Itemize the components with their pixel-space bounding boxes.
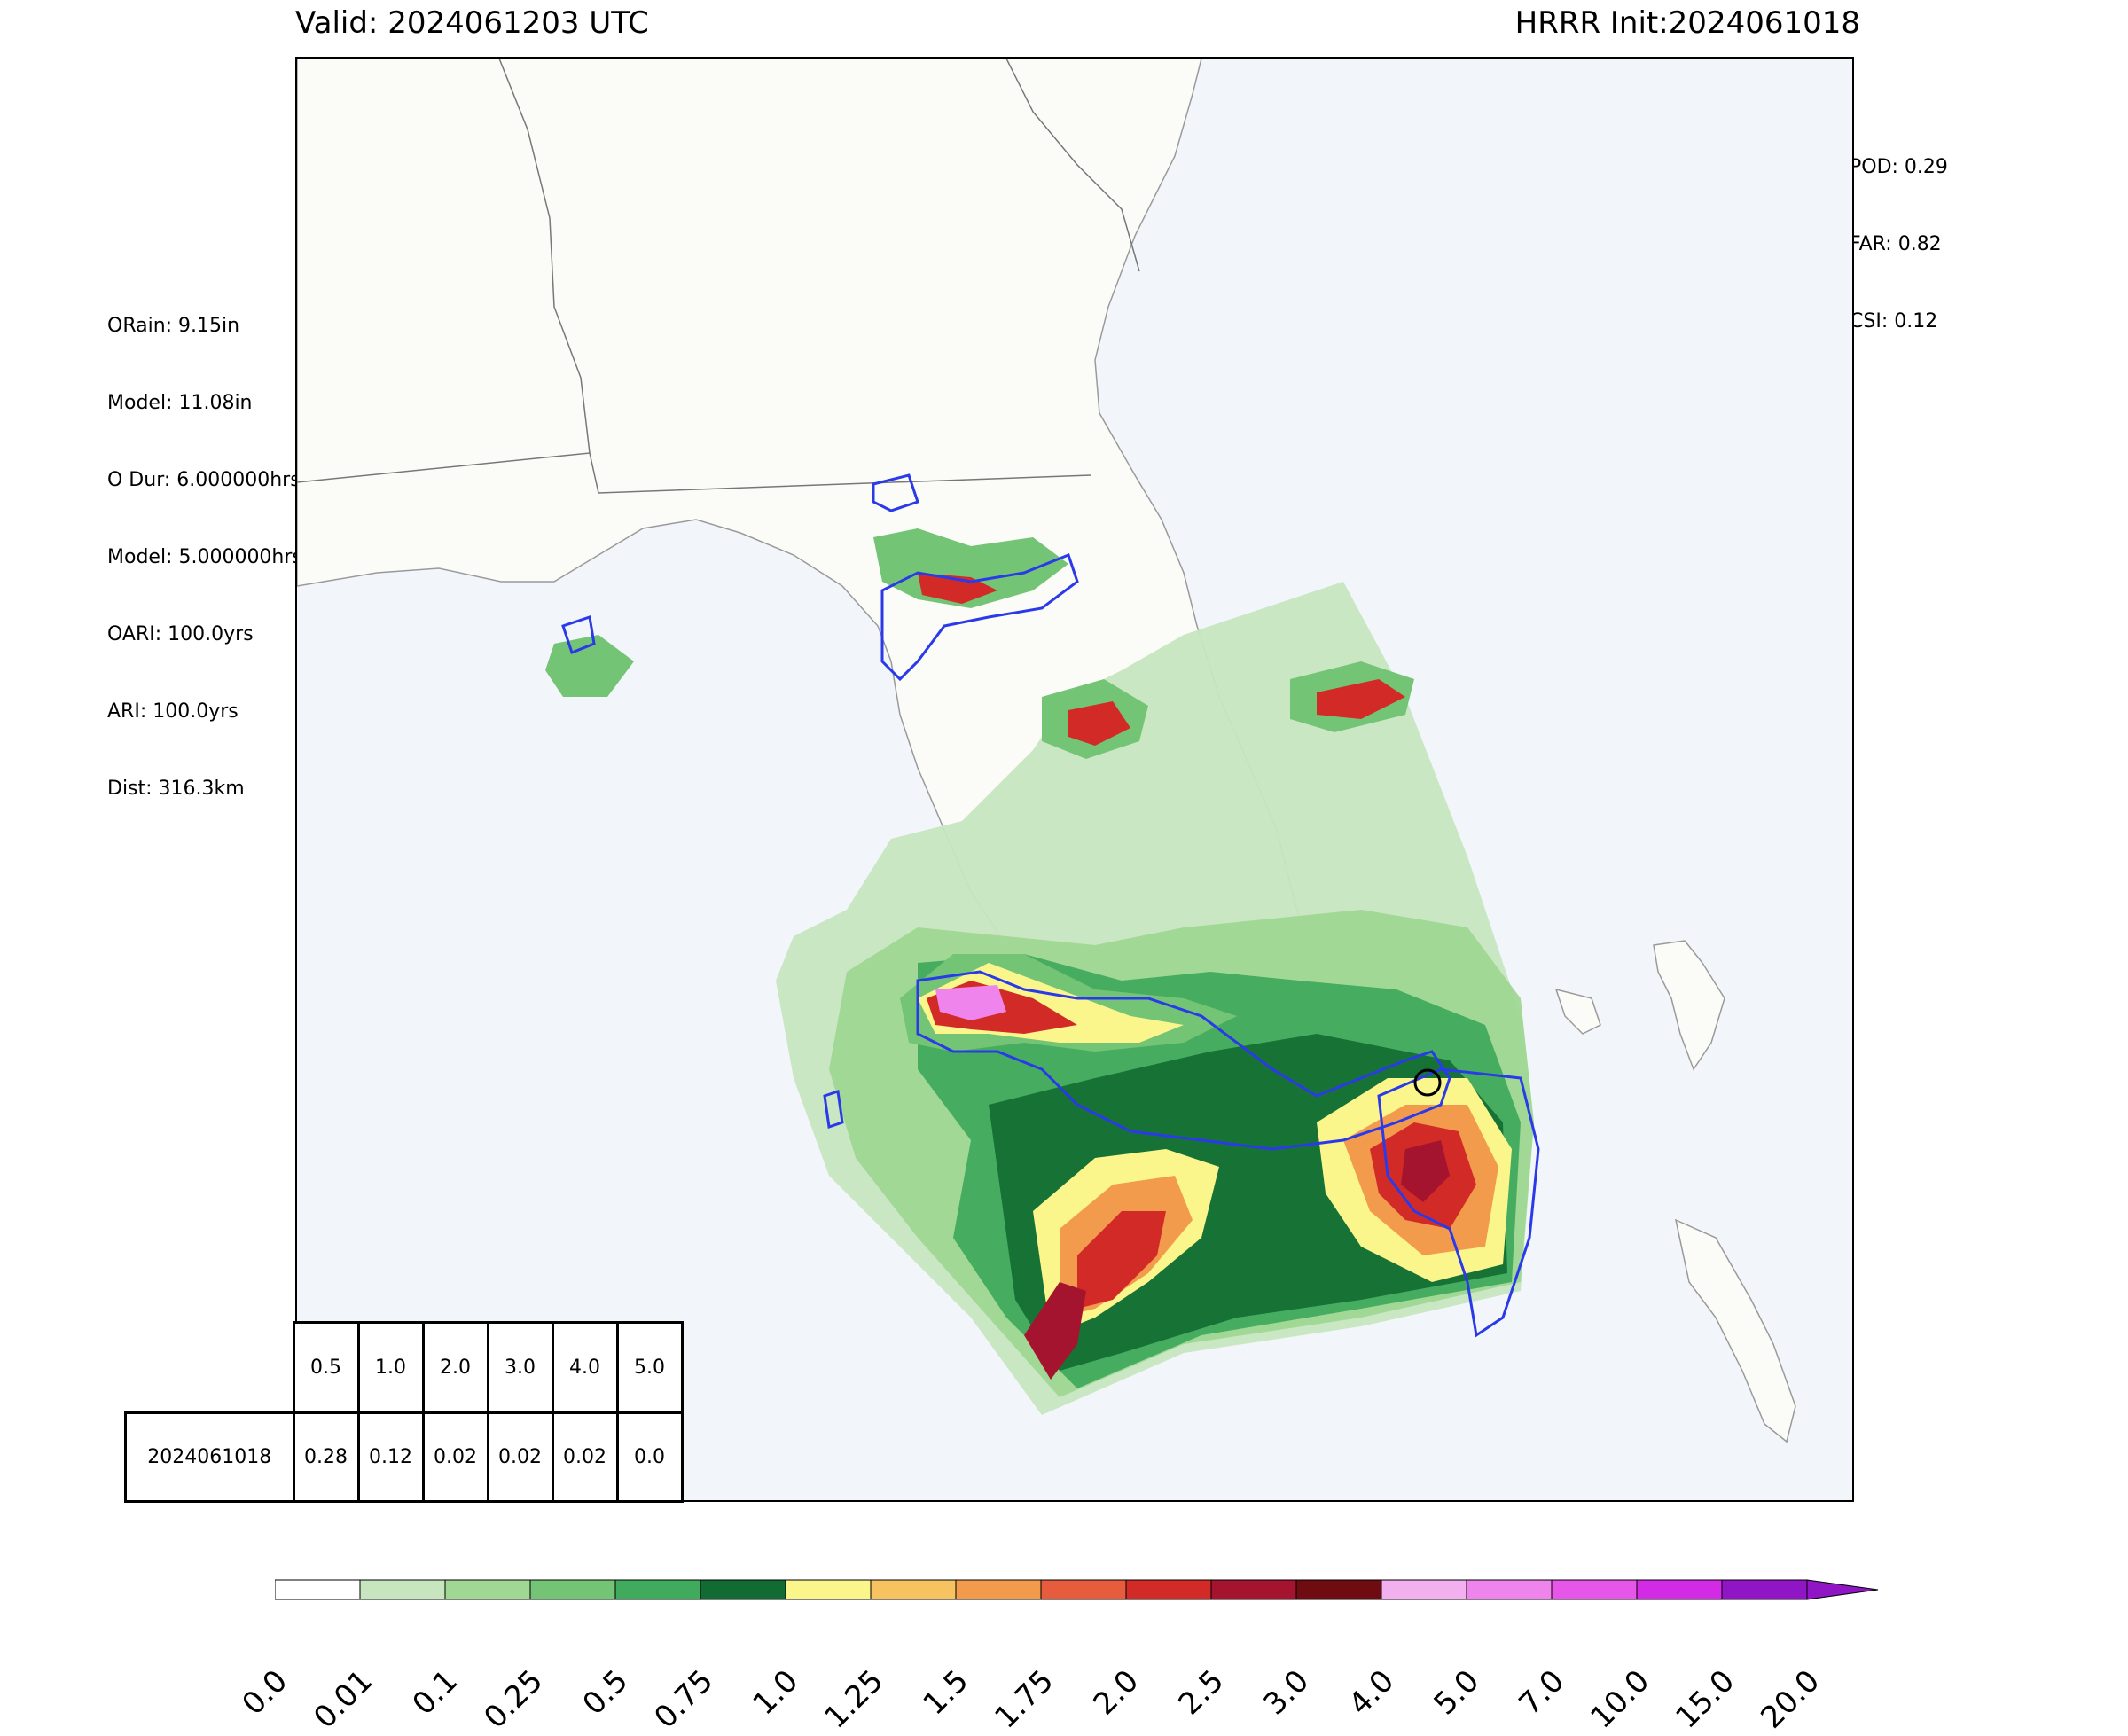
stat-line: Model: 5.000000hrs [107, 546, 302, 568]
colorbar-tick-label: 5.0 [1427, 1662, 1487, 1723]
colorbar-bin [1210, 1579, 1297, 1600]
init-time-label: HRRR Init:2024061018 [1514, 5, 1860, 41]
colorbar-tick-label: 0.75 [647, 1662, 721, 1736]
land-mass [1554, 988, 1601, 1035]
table-corner [126, 1323, 294, 1413]
colorbar-bin [870, 1579, 957, 1600]
colorbar-bin [700, 1579, 786, 1600]
threshold-header: 2.0 [421, 1321, 489, 1414]
colorbar-bin [359, 1579, 446, 1600]
colorbar-tick-label: 1.25 [818, 1662, 891, 1736]
map-panel[interactable] [295, 57, 1854, 1502]
precip-dark-red [1401, 1140, 1450, 1202]
colorbar-bin [275, 1579, 361, 1600]
precip-dark-red [1024, 1282, 1086, 1380]
land-mass [1674, 1218, 1796, 1443]
colorbar-bin [614, 1579, 701, 1600]
stat-line: O Dur: 6.000000hrs [107, 469, 301, 491]
colorbar-bin [1295, 1579, 1382, 1600]
colorbar-tick-label: 0.01 [307, 1662, 380, 1736]
colorbar-tick-label: 1.75 [988, 1662, 1061, 1736]
score-line: FAR: 0.82 [1850, 233, 1942, 255]
score-cell: 0.02 [486, 1411, 554, 1503]
score-line: POD: 0.29 [1850, 156, 1948, 178]
rain-stats-panel: ORain: 9.15in Model: 11.08in O Dur: 6.00… [107, 262, 302, 827]
valid-time-label: Valid: 2024061203 UTC [295, 5, 649, 41]
observation-location-marker[interactable] [1413, 1068, 1442, 1097]
colorbar-tick-label: 20.0 [1754, 1662, 1827, 1736]
state-border [1005, 59, 1140, 272]
colorbar-tick-label: 7.0 [1512, 1662, 1572, 1723]
colorbar-tick-label: 2.0 [1086, 1662, 1146, 1723]
colorbar-tick-label: 15.0 [1669, 1662, 1742, 1736]
threshold-header: 0.5 [292, 1321, 360, 1414]
colorbar-bin [1040, 1579, 1127, 1600]
colorbar-bin [955, 1579, 1042, 1600]
colorbar-bin [1381, 1579, 1467, 1600]
threshold-header: 5.0 [615, 1321, 684, 1414]
precip-red [1068, 701, 1130, 746]
colorbar-tick-label: 1.0 [746, 1662, 806, 1723]
colorbar-tick-label: 2.5 [1171, 1662, 1232, 1723]
colorbar-tick-label: 0.0 [235, 1662, 295, 1723]
threshold-header: 4.0 [551, 1321, 619, 1414]
precip-red [1077, 1211, 1166, 1309]
colorbar-tick-label: 4.0 [1342, 1662, 1402, 1723]
score-cell: 0.28 [292, 1411, 360, 1503]
precip-moderate [545, 635, 634, 697]
colorbar-tick-label: 10.0 [1584, 1662, 1657, 1736]
colorbar-bin [1466, 1579, 1553, 1600]
colorbar-bin [444, 1579, 531, 1600]
colorbar-bin [785, 1579, 872, 1600]
stat-line: ORain: 9.15in [107, 315, 240, 337]
observed-contour [1377, 1067, 1540, 1338]
observed-contour [561, 615, 596, 654]
colorbar-bin [1636, 1579, 1723, 1600]
state-border [297, 452, 1091, 494]
colorbar-tick-label: 0.5 [575, 1662, 636, 1723]
threshold-score-table: 0.5 1.0 2.0 3.0 4.0 5.0 2024061018 0.28 … [124, 1321, 684, 1503]
threshold-header: 3.0 [486, 1321, 554, 1414]
stat-line: ARI: 100.0yrs [107, 700, 239, 723]
land-mass [1653, 940, 1725, 1071]
score-cell: 0.0 [615, 1411, 684, 1503]
score-cell: 0.12 [356, 1411, 425, 1503]
colorbar-extend-arrow [1806, 1579, 1879, 1600]
score-cell: 0.02 [551, 1411, 619, 1503]
colorbar-bin [1551, 1579, 1638, 1600]
precip-map [297, 59, 1796, 1443]
colorbar-tick-label: 3.0 [1256, 1662, 1317, 1723]
observed-contour [916, 970, 1451, 1151]
colorbar-tick-label: 0.1 [405, 1662, 466, 1723]
precip-red [1317, 679, 1405, 719]
precip-colorbar [275, 1579, 1879, 1600]
run-label: 2024061018 [124, 1411, 295, 1503]
observed-contour [823, 1090, 844, 1129]
stat-line: Dist: 316.3km [107, 778, 245, 800]
colorbar-bin [529, 1579, 616, 1600]
stat-line: OARI: 100.0yrs [107, 623, 254, 645]
skill-scores-panel: POD: 0.29 FAR: 0.82 CSI: 0.12 [1850, 103, 1948, 360]
observed-contour [872, 473, 919, 512]
precip-magenta [935, 985, 1006, 1020]
observed-contour [880, 553, 1079, 682]
score-line: CSI: 0.12 [1850, 310, 1938, 332]
colorbar-tick-label: 1.5 [916, 1662, 976, 1723]
stat-line: Model: 11.08in [107, 392, 253, 414]
threshold-header: 1.0 [356, 1321, 425, 1414]
colorbar-bin [1125, 1579, 1212, 1600]
score-cell: 0.02 [421, 1411, 489, 1503]
colorbar-tick-label: 0.25 [477, 1662, 551, 1736]
colorbar-bin [1721, 1579, 1808, 1600]
state-border [498, 59, 591, 454]
